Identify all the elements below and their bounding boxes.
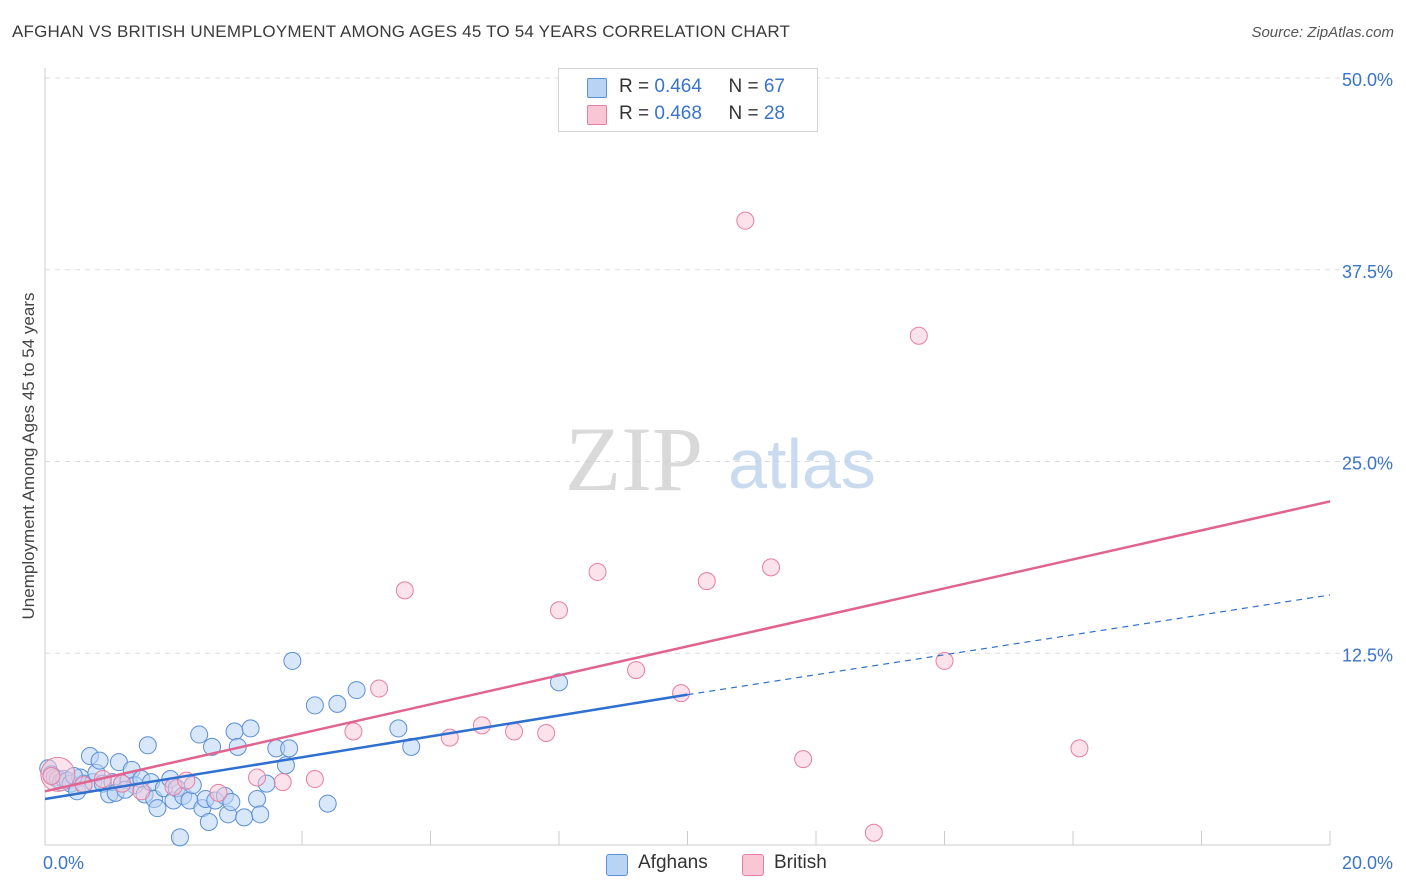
afghans-legend-label: Afghans	[638, 852, 708, 873]
british-point	[864, 823, 883, 842]
british-point	[344, 722, 363, 741]
british-point	[209, 783, 228, 802]
british-swatch	[587, 105, 607, 125]
british-point	[370, 679, 389, 698]
n-label: N =	[728, 76, 764, 97]
gridlines	[45, 77, 1390, 654]
afghans-point	[170, 828, 189, 847]
afghans-point	[248, 789, 267, 808]
x-tick-label: 20.0%	[1342, 853, 1393, 873]
afghans-point	[138, 736, 157, 755]
afghans-trend-extension	[687, 594, 1331, 696]
afghans-trend-line	[44, 693, 688, 801]
british-point	[762, 558, 781, 577]
british-point	[42, 766, 61, 785]
afghans-point	[305, 696, 324, 715]
series-legend: Afghans British	[0, 852, 1406, 878]
british-points	[40, 211, 1089, 842]
afghans-point	[225, 722, 244, 741]
british-point	[472, 716, 491, 735]
afghans-point	[550, 673, 568, 692]
afghans-point	[148, 799, 167, 818]
y-tick-label: 12.5%	[1342, 645, 1393, 665]
afghans-legend-swatch	[606, 854, 628, 876]
y-tick-label: 50.0%	[1342, 70, 1393, 90]
british-point	[935, 651, 954, 670]
british-legend-label: British	[774, 852, 827, 873]
afghans-point	[199, 812, 218, 831]
afghans-point	[203, 737, 222, 756]
british-point	[588, 562, 607, 581]
british-point	[672, 684, 691, 703]
british-point	[909, 326, 928, 345]
y-tick-label: 37.5%	[1342, 262, 1393, 282]
afghans-point	[318, 794, 337, 813]
afghans-point	[283, 651, 302, 670]
british-point	[550, 601, 568, 620]
n-value-british: 28	[763, 103, 785, 124]
british-point	[736, 211, 755, 230]
afghans-point	[280, 739, 299, 758]
r-label: R =	[619, 103, 655, 124]
afghans-point	[235, 808, 254, 827]
r-label: R =	[619, 76, 655, 97]
correlation-legend: R = 0.464 N = 67 R = 0.468 N = 28	[558, 68, 818, 132]
british-point	[1070, 739, 1089, 758]
british-point	[537, 724, 556, 743]
british-point	[305, 770, 324, 789]
british-point	[113, 774, 132, 793]
chart-title: AFGHAN VS BRITISH UNEMPLOYMENT AMONG AGE…	[12, 22, 791, 41]
watermark-zip: ZIP	[565, 408, 703, 510]
r-value-british: 0.468	[654, 103, 702, 124]
afghans-points	[39, 651, 568, 847]
r-value-afghans: 0.464	[654, 76, 702, 97]
british-point	[697, 572, 716, 591]
x-tick-label: 0.0%	[43, 853, 84, 873]
afghans-point	[347, 681, 366, 700]
afghans-point	[241, 719, 260, 738]
afghans-point	[251, 805, 270, 824]
british-point	[627, 661, 646, 680]
afghans-point	[190, 725, 209, 744]
british-point	[505, 722, 524, 741]
british-point	[794, 750, 813, 769]
afghans-point	[222, 793, 241, 812]
watermark-atlas: atlas	[728, 425, 876, 503]
british-legend-swatch	[742, 854, 764, 876]
british-trend-line	[44, 500, 1331, 793]
tick-labels: 12.5% 25.0% 37.5% 50.0% 0.0% 20.0%	[43, 70, 1393, 873]
british-point	[395, 581, 414, 600]
watermark: ZIP atlas	[565, 408, 876, 510]
afghans-point	[389, 719, 408, 738]
british-point	[248, 768, 267, 787]
source-credit: Source: ZipAtlas.com	[1251, 24, 1394, 41]
afghans-point	[328, 694, 347, 713]
n-label: N =	[728, 103, 764, 124]
trend-lines	[44, 500, 1331, 801]
n-value-afghans: 67	[763, 76, 785, 97]
afghans-point	[90, 751, 109, 770]
british-point	[273, 773, 292, 792]
afghans-swatch	[587, 78, 607, 98]
y-tick-label: 25.0%	[1342, 454, 1393, 474]
